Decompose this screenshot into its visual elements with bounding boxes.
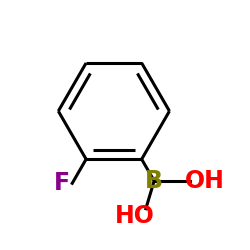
Text: F: F xyxy=(54,171,70,195)
Text: B: B xyxy=(145,169,163,193)
Text: HO: HO xyxy=(115,204,155,228)
Text: OH: OH xyxy=(185,169,225,193)
